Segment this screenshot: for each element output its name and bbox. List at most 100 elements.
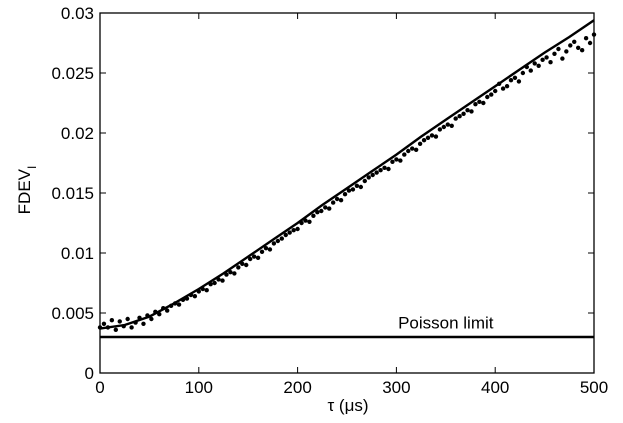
data-point (101, 321, 107, 326)
data-point (330, 200, 336, 205)
data-point (536, 63, 541, 68)
data-point (378, 168, 383, 173)
data-point (500, 86, 506, 91)
data-point (271, 241, 277, 246)
data-point (287, 230, 292, 235)
y-tick-label: 0.005 (51, 304, 94, 323)
data-point (390, 159, 395, 164)
y-tick-label: 0.01 (61, 244, 94, 263)
data-point (560, 56, 565, 61)
data-point (552, 51, 557, 56)
plot-marks: Poisson limit (97, 19, 597, 339)
data-point (244, 262, 249, 268)
data-point (323, 205, 328, 210)
data-point (493, 88, 498, 94)
data-point (125, 316, 130, 322)
data-point (433, 134, 439, 139)
data-point (386, 166, 391, 172)
data-point (568, 43, 573, 48)
data-point (164, 308, 170, 313)
x-tick-label: 0 (95, 378, 104, 397)
data-point (315, 210, 320, 215)
data-point (572, 39, 577, 44)
data-point (406, 148, 411, 154)
data-point (374, 170, 379, 175)
data-point (449, 123, 454, 128)
data-point (267, 247, 273, 252)
data-point (556, 46, 561, 52)
data-point (358, 184, 364, 190)
y-tick-label: 0.015 (51, 184, 94, 203)
data-point (564, 49, 569, 54)
data-point (579, 48, 585, 53)
data-point (398, 158, 403, 163)
data-point (362, 178, 367, 184)
data-point (279, 236, 284, 241)
data-point (445, 122, 450, 127)
y-axis-title: FDEVI (15, 166, 39, 215)
data-point (311, 213, 316, 218)
data-point (220, 278, 225, 283)
x-axis-title: τ (μs) (327, 396, 368, 415)
data-point (192, 294, 198, 299)
x-tick-label: 400 (481, 378, 509, 397)
data-point (382, 165, 387, 170)
data-point (437, 127, 443, 132)
data-point (457, 114, 462, 119)
data-point (247, 256, 253, 262)
data-point (327, 206, 332, 211)
data-point (338, 198, 344, 203)
data-point (528, 68, 533, 73)
data-point (469, 109, 474, 114)
data-point (441, 124, 447, 130)
data-point (259, 249, 265, 254)
plot-axes: 0 100 200 300 400 500 0 0.005 0.01 0.015 0.02 0.025… (51, 4, 608, 397)
data-point (477, 99, 482, 105)
data-point (544, 55, 549, 60)
data-point (421, 138, 427, 143)
data-point (473, 102, 478, 107)
data-point (461, 111, 466, 117)
data-point (548, 60, 553, 65)
y-tick-label: 0.02 (61, 124, 94, 143)
data-point (532, 61, 537, 66)
data-point (346, 188, 352, 193)
data-point (508, 78, 514, 83)
data-point (232, 271, 237, 276)
data-point (149, 316, 154, 322)
data-point (366, 175, 371, 180)
data-point (113, 327, 119, 332)
data-point (129, 325, 134, 330)
data-point (481, 100, 486, 106)
x-tick-label: 500 (580, 378, 608, 397)
poisson-limit-label: Poisson limit (398, 314, 494, 333)
x-tick-label: 100 (185, 378, 213, 397)
data-point (575, 45, 581, 50)
data-point (176, 302, 182, 307)
data-point (342, 192, 348, 197)
data-point (283, 232, 288, 238)
data-point (334, 196, 340, 202)
data-point (583, 36, 589, 41)
data-point (465, 108, 470, 113)
data-point (255, 255, 261, 260)
data-point (295, 226, 300, 232)
y-tick-label: 0.03 (61, 4, 94, 23)
data-point (236, 265, 241, 270)
data-point (291, 228, 296, 233)
data-point (520, 70, 526, 76)
data-point (587, 40, 593, 46)
data-point (263, 246, 269, 251)
y-axis-title-subscript: I (25, 166, 39, 169)
x-tick-label: 200 (283, 378, 311, 397)
data-point (489, 92, 494, 97)
data-point (512, 75, 518, 81)
plot-frame (99, 12, 595, 374)
data-point (410, 146, 415, 151)
data-point (504, 84, 510, 89)
data-point (402, 152, 407, 157)
data-point (350, 187, 356, 192)
data-point (204, 288, 209, 293)
